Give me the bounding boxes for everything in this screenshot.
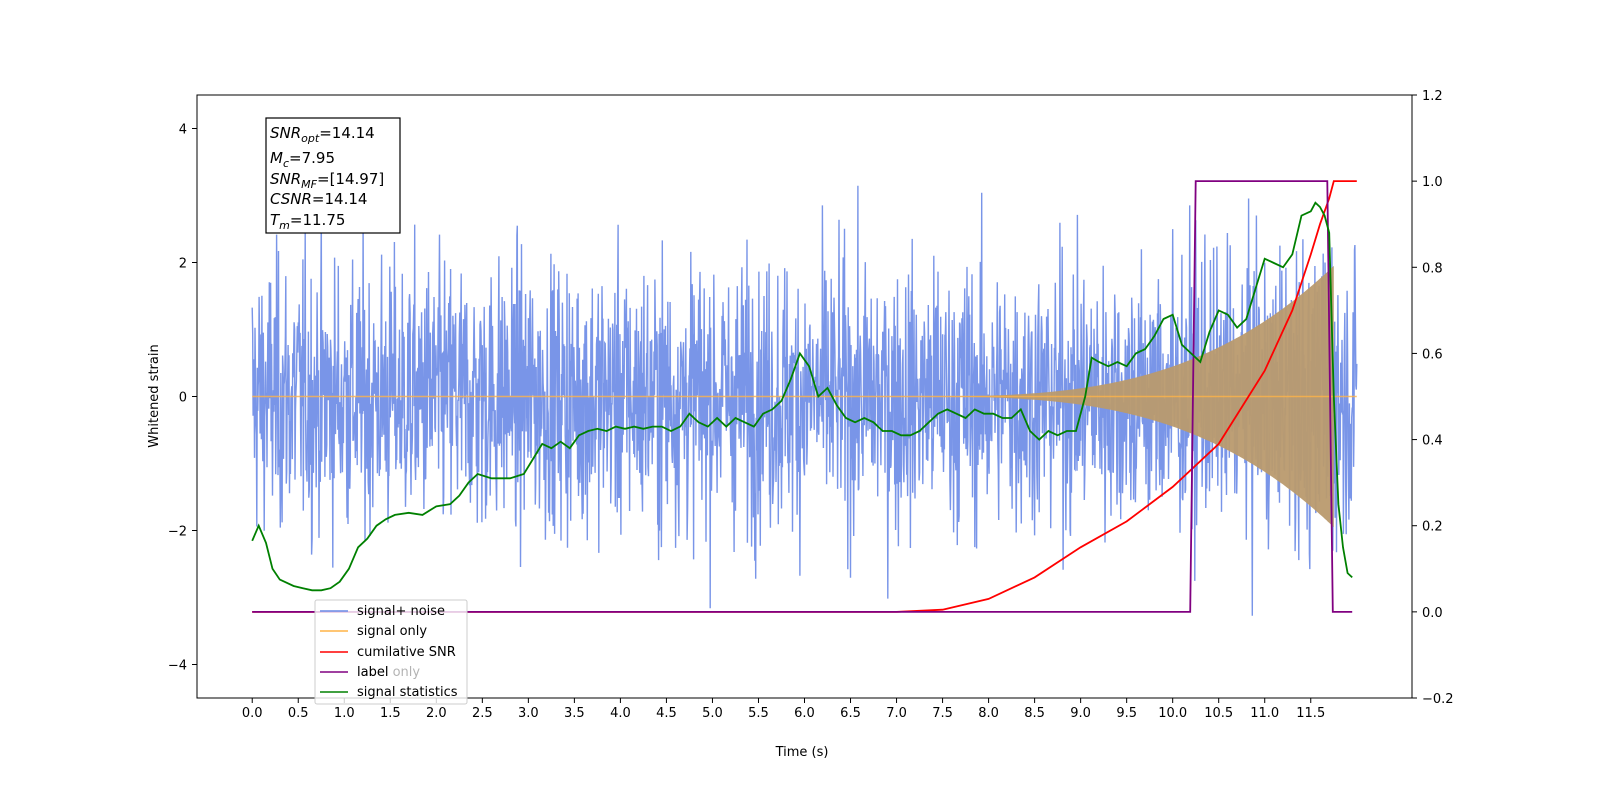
x-tick-label: 0.0 [242, 706, 263, 721]
y2-tick-label: 1.2 [1422, 89, 1443, 104]
info-box: SNRopt=14.14 Mc=7.95 SNRMF=[14.97] CSNR=… [265, 117, 401, 234]
legend-label-signal: signal only [357, 624, 427, 639]
x-tick-label: 7.0 [886, 706, 907, 721]
axes: 0.0 0.5 1.0 1.5 2.0 2.5 3.0 3.5 4.0 4.5 5.0 5.5 6.0 6… [168, 89, 1454, 721]
x-tick-label: 11.5 [1296, 706, 1325, 721]
legend-item-csnr: cumilative SNR [320, 645, 456, 660]
x-tick-label: 8.5 [1024, 706, 1045, 721]
x-tick-label: 7.5 [932, 706, 953, 721]
info-tm: Tm=11.75 [270, 211, 345, 232]
y-tick-label: 2 [179, 257, 187, 272]
x-tick-label: 4.5 [656, 706, 677, 721]
x-tick-label: 3.0 [518, 706, 539, 721]
y-tick-label: 4 [179, 123, 187, 138]
info-mc: Mc=7.95 [270, 149, 335, 170]
x-tick-label: 0.5 [288, 706, 309, 721]
x-tick-label: 10.0 [1158, 706, 1187, 721]
legend: signal+ noise signal only cumilative SNR… [314, 599, 468, 705]
x-tick-label: 8.0 [978, 706, 999, 721]
legend-item-label: label only label [320, 665, 420, 680]
x-tick-label: 9.0 [1070, 706, 1091, 721]
info-snr-opt: SNRopt=14.14 [270, 124, 375, 145]
y-tick-label: −4 [168, 659, 187, 674]
series-cumulative-snr [252, 180, 1357, 613]
y2-tick-label: 0.8 [1422, 261, 1443, 276]
x-tick-label: 10.5 [1204, 706, 1233, 721]
series-signal-statistics [251, 201, 1353, 592]
info-csnr: CSNR=14.14 [270, 190, 367, 208]
y2-tick-label: 0.2 [1422, 520, 1443, 535]
y2-tick-label: 0.0 [1422, 606, 1443, 621]
series-label [252, 180, 1353, 613]
legend-label-label: label [357, 665, 388, 680]
x-tick-label: 1.0 [334, 706, 355, 721]
y2-tick-label: 0.6 [1422, 347, 1443, 362]
legend-item-signal: signal only [320, 624, 427, 639]
x-tick-label: 6.0 [794, 706, 815, 721]
y-tick-label: −2 [168, 525, 187, 540]
legend-label-stats: signal statistics [357, 685, 458, 700]
legend-label-noise: signal+ noise [357, 604, 445, 619]
x-tick-label: 2.0 [426, 706, 447, 721]
y-axis-title: Whitened strain [147, 344, 162, 447]
plot-area [251, 180, 1358, 616]
y-tick-label: 0 [179, 391, 187, 406]
info-snr-mf: SNRMF=[14.97] [270, 170, 384, 191]
x-tick-label: 4.0 [610, 706, 631, 721]
x-tick-label: 6.5 [840, 706, 861, 721]
x-tick-label: 5.5 [748, 706, 769, 721]
legend-label-csnr: cumilative SNR [357, 645, 456, 660]
legend-item-stats: signal statistics [320, 685, 458, 700]
x-tick-label: 1.5 [380, 706, 401, 721]
x-tick-label: 2.5 [472, 706, 493, 721]
series-signal-plus-noise [251, 185, 1358, 616]
legend-label-hidden: label only [357, 665, 420, 680]
y2-tick-label: 0.4 [1422, 434, 1443, 449]
x-tick-label: 11.0 [1250, 706, 1279, 721]
x-tick-label: 3.5 [564, 706, 585, 721]
x-tick-label: 9.5 [1116, 706, 1137, 721]
y2-tick-label: 1.0 [1422, 175, 1443, 190]
x-tick-label: 5.0 [702, 706, 723, 721]
y2-tick-label: −0.2 [1422, 692, 1454, 707]
legend-item-noise: signal+ noise [320, 604, 445, 619]
x-axis-title: Time (s) [775, 745, 829, 760]
